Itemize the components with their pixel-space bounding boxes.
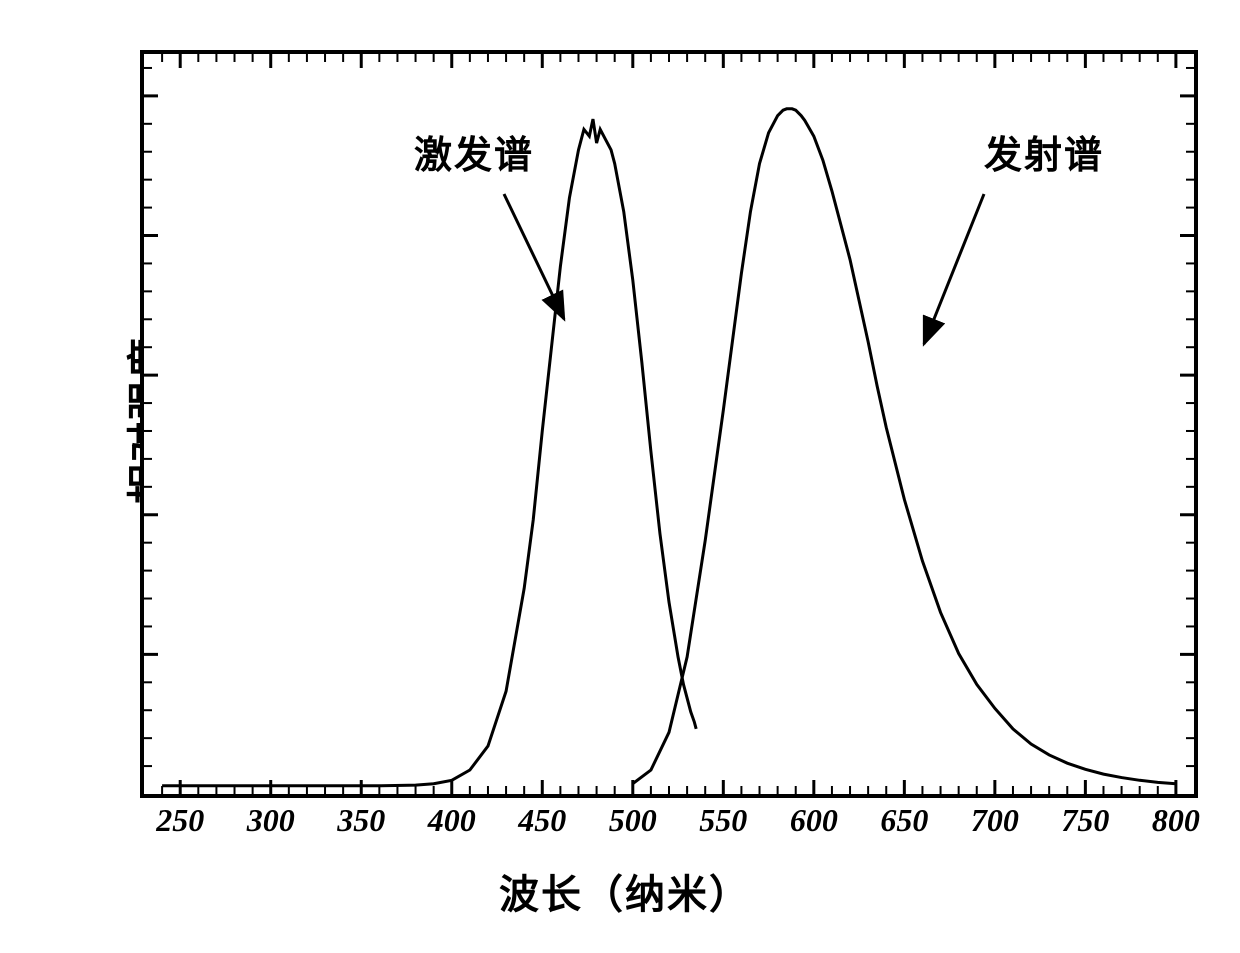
x-tick-label: 250	[156, 802, 204, 839]
chart-container: 相对强度 激发谱 发射谱 250300350400450500550600650…	[50, 20, 1200, 920]
annotation-arrow-0	[504, 194, 564, 319]
x-tick-label: 450	[518, 802, 566, 839]
x-tick-label: 500	[609, 802, 657, 839]
annotation-arrow-1	[924, 194, 984, 344]
x-tick-label: 400	[428, 802, 476, 839]
x-tick-label: 300	[247, 802, 295, 839]
x-axis-label: 波长（纳米）	[499, 862, 751, 920]
x-tick-label: 650	[880, 802, 928, 839]
x-tick-label: 750	[1061, 802, 1109, 839]
x-tick-label: 700	[971, 802, 1019, 839]
x-tick-label: 350	[337, 802, 385, 839]
x-tick-label: 600	[790, 802, 838, 839]
x-tick-label: 550	[699, 802, 747, 839]
x-tick-label: 800	[1152, 802, 1200, 839]
annotation-excitation: 激发谱	[414, 124, 534, 179]
spectrum-line-excitation	[162, 119, 696, 786]
plot-area: 激发谱 发射谱	[140, 50, 1198, 798]
annotation-emission: 发射谱	[984, 124, 1104, 179]
spectrum-line-emission	[633, 109, 1176, 784]
